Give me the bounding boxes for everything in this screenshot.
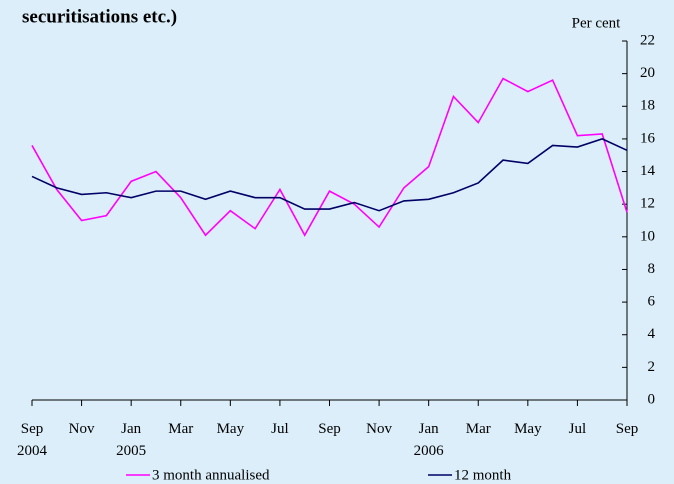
y-tick-label: 12 [640, 196, 655, 212]
x-tick-label: Sep [616, 421, 639, 437]
y-tick-label: 2 [648, 359, 656, 375]
y-tick-label: 4 [648, 326, 656, 342]
legend-label: 3 month annualised [152, 467, 270, 483]
x-tick-label: Nov [366, 421, 392, 437]
y-tick-label: 10 [640, 228, 655, 244]
x-tick-label: Jan 2005 [116, 421, 146, 459]
series-line [31, 138, 628, 212]
y-tick-label: 16 [640, 130, 656, 146]
x-tick-label: Mar [168, 421, 193, 437]
x-tick-label: May [514, 421, 542, 437]
y-tick-label: 14 [640, 163, 656, 179]
chart-title: securitisations etc.) [22, 6, 177, 27]
y-tick-label: 0 [648, 391, 656, 407]
x-tick-label: Sep [318, 421, 341, 437]
y-tick-label: 6 [648, 294, 656, 310]
x-tick-label: May [217, 421, 245, 437]
y-tick-label: 22 [640, 32, 655, 48]
x-tick-label: Sep 2004 [17, 421, 48, 459]
x-tick-label: Jul [271, 421, 289, 437]
y-unit-label: Per cent [572, 15, 622, 31]
y-tick-label: 8 [648, 261, 656, 277]
legend-label: 12 month [454, 467, 512, 483]
y-tick-label: 20 [640, 65, 655, 81]
x-tick-label: Nov [69, 421, 95, 437]
x-tick-label: Mar [466, 421, 491, 437]
x-tick-label: Jul [569, 421, 587, 437]
x-tick-label: Jan 2006 [414, 421, 445, 459]
y-tick-label: 18 [640, 98, 655, 114]
series-line [31, 77, 628, 237]
